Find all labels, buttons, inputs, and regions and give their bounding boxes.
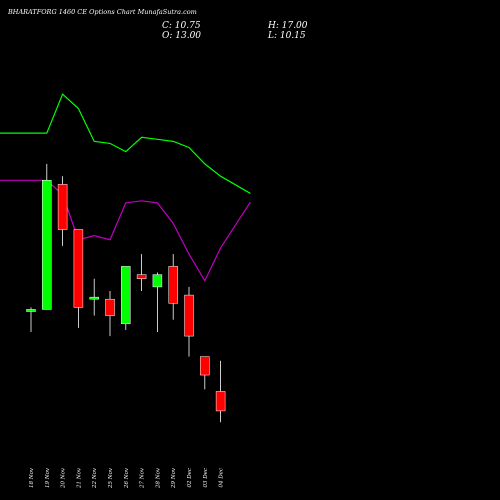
candle-body	[184, 294, 194, 337]
candle	[42, 163, 52, 310]
x-tick-label: 28 Nov	[155, 467, 161, 489]
indicator-lines	[0, 93, 251, 283]
low-value: L: 10.15	[267, 31, 306, 41]
close-value: C: 10.75	[162, 21, 201, 31]
candle	[105, 291, 115, 337]
candles	[26, 163, 226, 423]
candle-body	[136, 274, 147, 279]
candle-body	[89, 296, 99, 300]
candle	[152, 272, 163, 332]
x-tick-label: 03 Dec	[203, 468, 209, 488]
candle-body	[57, 184, 68, 230]
x-tick-label: 04 Dec	[219, 468, 225, 488]
candle	[89, 278, 99, 316]
open-value: O: 13.00	[162, 31, 201, 41]
x-tick-label: 29 Nov	[171, 467, 177, 489]
candle	[168, 254, 178, 320]
x-tick-label: 19 Nov	[45, 467, 51, 488]
candle-body	[121, 266, 131, 325]
candle	[57, 176, 68, 246]
candle-body	[26, 309, 36, 312]
lower-indicator-line	[0, 179, 251, 283]
chart-title: BHARATFORG 1460 CE Options Chart MunafaS…	[7, 8, 197, 16]
candle-body	[73, 229, 84, 308]
candle	[73, 229, 84, 328]
x-tick-label: 02 Dec	[187, 468, 193, 488]
x-tick-label: 26 Nov	[124, 467, 130, 489]
candle	[215, 360, 226, 423]
x-tick-label: 27 Nov	[140, 467, 146, 489]
candle	[26, 307, 36, 332]
candle-body	[105, 298, 115, 316]
x-tick-label: 20 Nov	[61, 467, 67, 489]
candle-body	[152, 274, 163, 288]
candle	[121, 266, 131, 330]
high-value: H: 17.00	[267, 21, 308, 31]
upper-indicator-line	[0, 93, 251, 194]
x-axis-ticks: 18 Nov 19 Nov 20 Nov 21 Nov 22 Nov 25 Nov 26 N…	[29, 467, 225, 489]
candle-body	[42, 180, 52, 310]
x-tick-label: 22 Nov	[92, 467, 98, 489]
candle	[184, 286, 194, 357]
x-tick-label: 21 Nov	[76, 467, 82, 489]
candle-body	[168, 266, 178, 304]
candle	[136, 254, 147, 291]
candle	[200, 356, 210, 390]
x-tick-label: 18 Nov	[29, 467, 35, 488]
candle-body	[200, 356, 210, 376]
x-tick-label: 25 Nov	[108, 467, 114, 489]
candle-body	[215, 391, 226, 412]
